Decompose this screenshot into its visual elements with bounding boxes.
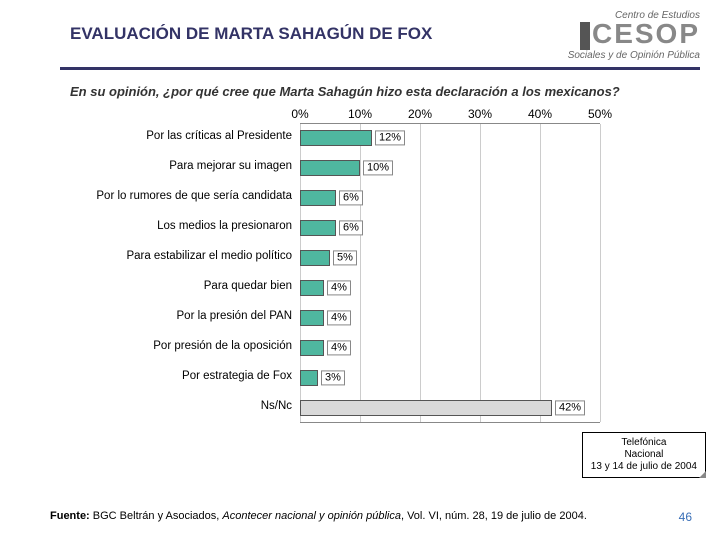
logo-main: CESOP — [568, 21, 700, 50]
bar — [300, 400, 552, 416]
bar-value-label: 12% — [375, 130, 405, 145]
question-text: En su opinión, ¿por qué cree que Marta S… — [0, 70, 720, 107]
x-tick: 10% — [348, 107, 372, 121]
bar-wrap: 4% — [300, 280, 324, 296]
bar-wrap: 42% — [300, 400, 552, 416]
bar-wrap: 4% — [300, 310, 324, 326]
bar-value-label: 4% — [327, 280, 351, 295]
bar-value-label: 3% — [321, 370, 345, 385]
info-box: Telefónica Nacional 13 y 14 de julio de … — [582, 432, 706, 478]
category-label: Para estabilizar el medio político — [80, 250, 292, 262]
bar — [300, 190, 336, 206]
bar-value-label: 6% — [339, 220, 363, 235]
logo: Centro de Estudios CESOP Sociales y de O… — [568, 10, 700, 61]
bar — [300, 220, 336, 236]
bar-wrap: 5% — [300, 250, 330, 266]
x-tick: 30% — [468, 107, 492, 121]
chart: 0% 10% 20% 30% 40% 50% Por las críticas al Pr… — [80, 107, 640, 437]
bar-value-label: 5% — [333, 250, 357, 265]
bar — [300, 250, 330, 266]
info-box-corner-icon — [699, 471, 706, 478]
bar-wrap: 6% — [300, 190, 336, 206]
bar — [300, 130, 372, 146]
bar — [300, 310, 324, 326]
x-tick: 50% — [588, 107, 612, 121]
category-label: Por la presión del PAN — [80, 310, 292, 322]
category-label: Para quedar bien — [80, 280, 292, 292]
category-label: Por estrategia de Fox — [80, 370, 292, 382]
x-tick: 20% — [408, 107, 432, 121]
gridline — [600, 124, 601, 422]
info-line2: Nacional — [591, 449, 697, 461]
category-label: Los medios la presionaron — [80, 220, 292, 232]
gridline — [420, 124, 421, 422]
info-line3: 13 y 14 de julio de 2004 — [591, 461, 697, 473]
bar — [300, 160, 360, 176]
x-tick: 0% — [291, 107, 308, 121]
bar-value-label: 42% — [555, 400, 585, 415]
category-label: Para mejorar su imagen — [80, 160, 292, 172]
category-label: Por lo rumores de que sería candidata — [80, 190, 292, 202]
category-label: Por presión de la oposición — [80, 340, 292, 352]
bar-value-label: 6% — [339, 190, 363, 205]
bar-wrap: 12% — [300, 130, 372, 146]
bar-wrap: 6% — [300, 220, 336, 236]
bar-value-label: 4% — [327, 340, 351, 355]
bar — [300, 280, 324, 296]
page-number: 46 — [679, 510, 692, 524]
category-label: Ns/Nc — [80, 400, 292, 412]
page-title: EVALUACIÓN DE MARTA SAHAGÚN DE FOX — [70, 10, 432, 44]
gridline — [480, 124, 481, 422]
bar-value-label: 4% — [327, 310, 351, 325]
gridline — [540, 124, 541, 422]
bar — [300, 370, 318, 386]
source-citation: Fuente: BGC Beltrán y Asociados, Acontec… — [50, 510, 660, 522]
bar — [300, 340, 324, 356]
bar-wrap: 4% — [300, 340, 324, 356]
category-label: Por las críticas al Presidente — [80, 130, 292, 142]
x-tick: 40% — [528, 107, 552, 121]
bar-wrap: 3% — [300, 370, 318, 386]
logo-bottom: Sociales y de Opinión Pública — [568, 50, 700, 61]
bar-wrap: 10% — [300, 160, 360, 176]
info-line1: Telefónica — [591, 437, 697, 449]
bar-value-label: 10% — [363, 160, 393, 175]
gridline — [360, 124, 361, 422]
